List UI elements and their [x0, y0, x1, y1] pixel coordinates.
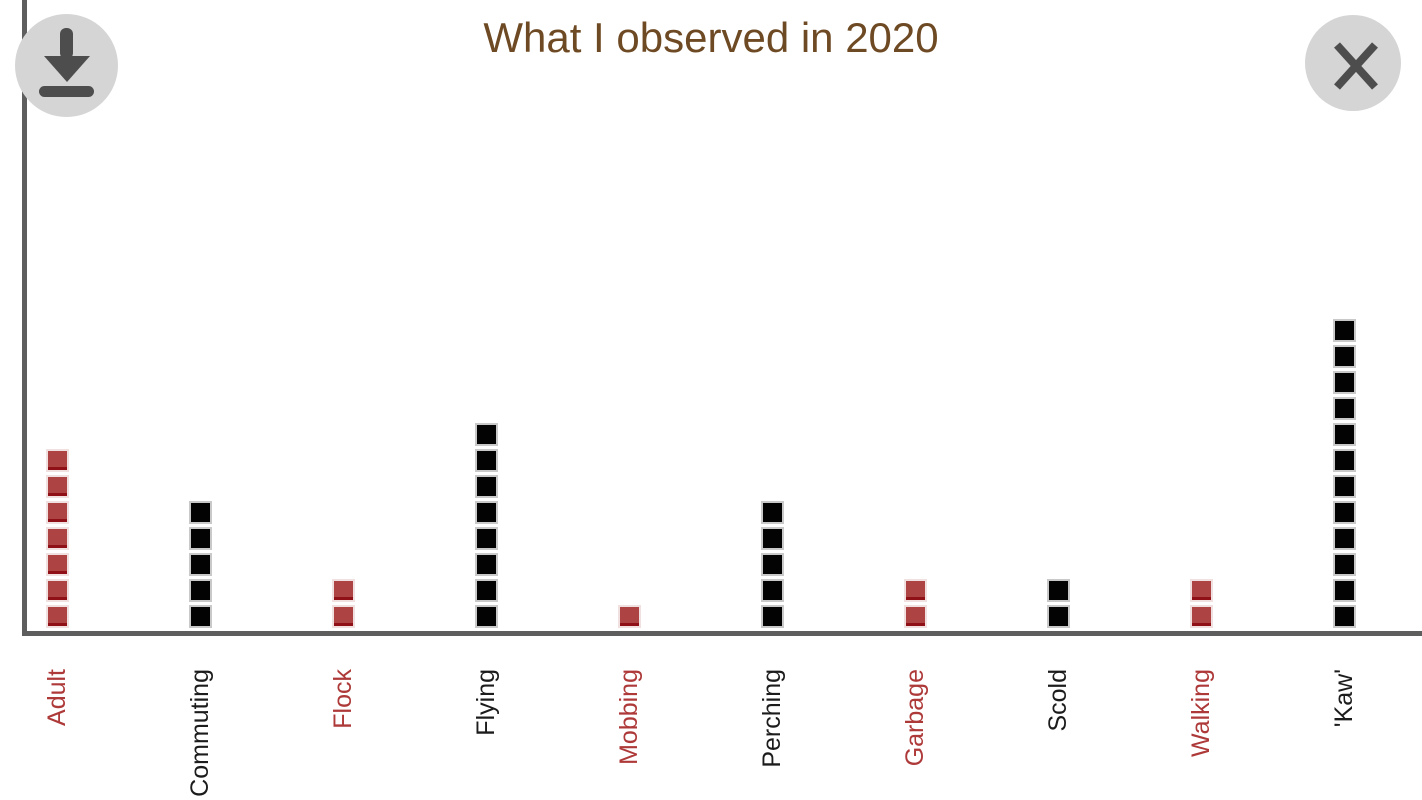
- observation-square: [1333, 527, 1356, 550]
- x-axis-label: Walking: [1187, 669, 1215, 757]
- bar-column: [129, 0, 272, 631]
- observation-square: [1333, 319, 1356, 342]
- observation-square: [1333, 449, 1356, 472]
- plot-columns: [0, 0, 1416, 631]
- x-axis-label: 'Kaw': [1330, 669, 1358, 728]
- observation-square: [1190, 579, 1213, 602]
- x-axis-label: Adult: [43, 669, 71, 726]
- x-label-cell: Flock: [272, 669, 415, 800]
- observation-square: [1333, 371, 1356, 394]
- y-axis-line: [22, 0, 27, 636]
- observation-square: [475, 579, 498, 602]
- x-axis-label: Perching: [758, 669, 786, 768]
- observation-square: [189, 579, 212, 602]
- observation-square: [189, 605, 212, 628]
- x-label-cell: Perching: [701, 669, 844, 800]
- x-axis-label: Flock: [329, 669, 357, 729]
- x-label-cell: Walking: [1130, 669, 1273, 800]
- bar-column: [1130, 0, 1273, 631]
- x-label-cell: Mobbing: [558, 669, 701, 800]
- observation-square: [46, 475, 69, 498]
- x-label-cell: Flying: [415, 669, 558, 800]
- x-axis-label: Mobbing: [615, 669, 643, 765]
- observation-square: [761, 553, 784, 576]
- bar-column: [844, 0, 987, 631]
- observation-square: [332, 579, 355, 602]
- observation-square: [189, 553, 212, 576]
- x-label-cell: Adult: [0, 669, 129, 800]
- x-label-cell: Garbage: [844, 669, 987, 800]
- observation-square: [46, 553, 69, 576]
- chart-title: What I observed in 2020: [483, 14, 939, 61]
- observation-square: [1190, 605, 1213, 628]
- download-icon: [15, 14, 118, 117]
- observation-square: [475, 501, 498, 524]
- observation-square: [1333, 579, 1356, 602]
- observation-square: [1333, 501, 1356, 524]
- observation-square: [1333, 397, 1356, 420]
- x-label-cell: 'Kaw': [1273, 669, 1416, 800]
- observation-square: [332, 605, 355, 628]
- observation-square: [761, 527, 784, 550]
- observation-square: [475, 449, 498, 472]
- observation-square: [1047, 605, 1070, 628]
- observation-square: [1333, 605, 1356, 628]
- observation-square: [46, 579, 69, 602]
- x-axis-label: Commuting: [186, 669, 214, 797]
- download-button[interactable]: [15, 14, 118, 117]
- observation-square: [46, 501, 69, 524]
- observation-square: [1333, 345, 1356, 368]
- observation-square: [475, 475, 498, 498]
- observation-square: [46, 527, 69, 550]
- observation-square: [761, 501, 784, 524]
- close-icon: [1305, 15, 1401, 111]
- bar-column: [415, 0, 558, 631]
- observation-square: [475, 605, 498, 628]
- observation-square: [475, 423, 498, 446]
- bar-column: [272, 0, 415, 631]
- x-label-cell: Scold: [987, 669, 1130, 800]
- observation-square: [761, 579, 784, 602]
- bar-column: [1273, 0, 1416, 631]
- observation-square: [904, 605, 927, 628]
- observation-square: [46, 605, 69, 628]
- close-button[interactable]: [1305, 15, 1401, 111]
- observation-square: [189, 501, 212, 524]
- x-label-cell: Commuting: [129, 669, 272, 800]
- x-axis-label: Garbage: [901, 669, 929, 767]
- observation-square: [904, 579, 927, 602]
- x-axis-label: Flying: [472, 669, 500, 736]
- bar-column: [987, 0, 1130, 631]
- bar-column: [558, 0, 701, 631]
- x-axis-line: [22, 631, 1422, 636]
- observation-square: [1047, 579, 1070, 602]
- bar-column: [0, 0, 129, 631]
- observation-square: [46, 449, 69, 472]
- x-axis-labels: Adult Commuting Flock Flying Mobbing Perching…: [0, 669, 1416, 800]
- observation-square: [1333, 423, 1356, 446]
- observation-square: [475, 527, 498, 550]
- observation-square: [1333, 553, 1356, 576]
- observation-square: [189, 527, 212, 550]
- observation-square: [761, 605, 784, 628]
- observation-square: [475, 553, 498, 576]
- observation-square: [618, 605, 641, 628]
- x-axis-label: Scold: [1044, 669, 1072, 732]
- bar-column: [701, 0, 844, 631]
- observation-square: [1333, 475, 1356, 498]
